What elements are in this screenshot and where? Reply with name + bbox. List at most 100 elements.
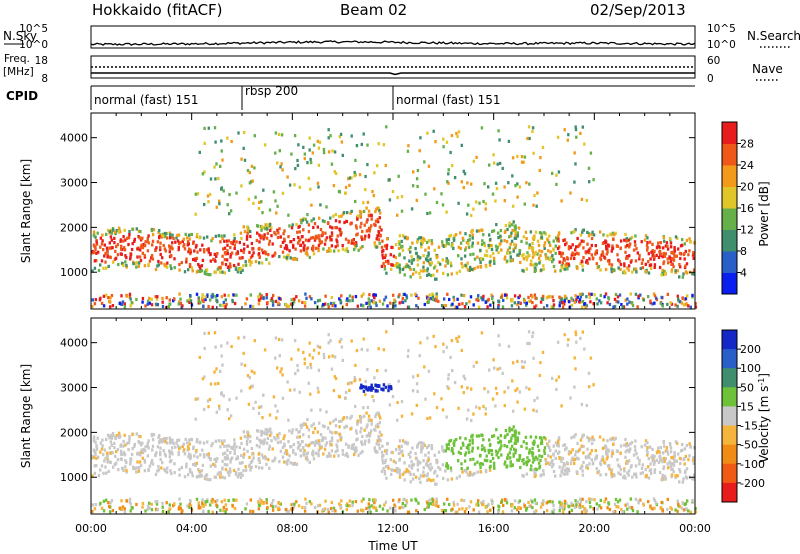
power-cell	[207, 247, 210, 251]
power-cell	[100, 259, 104, 263]
velocity-cell	[446, 497, 449, 501]
velocity-cell	[477, 434, 481, 438]
power-cell	[270, 226, 273, 230]
power-cell	[125, 294, 129, 298]
power-cell	[401, 234, 405, 238]
velocity-cell	[143, 449, 147, 453]
power-cell	[519, 260, 522, 265]
velocity-cell	[159, 453, 162, 457]
power-cell	[175, 236, 178, 240]
velocity-cell	[471, 449, 474, 453]
velocity-cell	[141, 441, 144, 445]
power-cell	[240, 184, 243, 188]
power-cell	[265, 257, 268, 261]
power-cell	[416, 263, 420, 267]
power-cell	[457, 130, 461, 134]
velocity-cell	[233, 438, 236, 442]
power-cell	[373, 293, 376, 297]
power-cell	[364, 234, 367, 238]
velocity-cell	[326, 454, 329, 458]
power-cell	[222, 300, 225, 304]
colorbar-swatch	[722, 444, 737, 465]
velocity-cell	[461, 507, 464, 511]
power-cell	[404, 299, 407, 303]
power-cell	[130, 247, 134, 252]
velocity-cell	[380, 450, 384, 454]
power-cell	[155, 297, 159, 301]
power-cell	[544, 254, 548, 258]
velocity-cell	[345, 507, 348, 512]
power-cell	[452, 246, 455, 251]
velocity-cell	[255, 443, 259, 448]
velocity-cell	[511, 502, 514, 507]
power-cell	[429, 297, 432, 301]
velocity-cell	[545, 509, 549, 513]
power-cell	[483, 182, 486, 186]
power-cell	[117, 263, 120, 267]
power-cell	[384, 260, 388, 264]
velocity-cell	[332, 419, 335, 423]
power-cell	[488, 163, 491, 167]
velocity-cell	[538, 373, 541, 378]
velocity-cell	[532, 408, 535, 412]
power-cell	[615, 300, 618, 304]
power-cell	[291, 302, 295, 306]
power-cell	[193, 249, 196, 253]
power-cell	[116, 253, 120, 257]
velocity-cell	[128, 497, 132, 501]
velocity-cell	[330, 506, 333, 511]
velocity-cell	[271, 505, 275, 509]
power-cell	[355, 226, 358, 230]
velocity-cell	[124, 443, 127, 447]
velocity-cell	[200, 474, 203, 478]
power-cell	[653, 265, 656, 269]
velocity-cell	[216, 472, 219, 476]
velocity-cell	[609, 437, 612, 441]
velocity-cell	[514, 438, 517, 442]
velocity-cell	[177, 451, 180, 455]
velocity-cell	[617, 471, 620, 475]
velocity-cell	[555, 387, 558, 391]
power-cell	[676, 269, 679, 273]
velocity-cell	[692, 473, 696, 477]
power-cell	[475, 229, 479, 233]
velocity-cell	[409, 472, 412, 476]
power-cell	[91, 298, 94, 302]
velocity-cell	[433, 453, 436, 457]
power-data	[91, 125, 698, 309]
power-cell	[364, 174, 367, 179]
power-cell	[613, 297, 617, 301]
power-cell	[274, 131, 278, 135]
power-cell	[93, 302, 97, 306]
power-cell	[358, 173, 362, 177]
velocity-cell	[591, 435, 594, 439]
velocity-cell	[108, 435, 112, 439]
velocity-cell	[389, 506, 392, 510]
power-cell	[599, 258, 603, 262]
power-cell	[422, 261, 425, 265]
power-cell	[375, 303, 378, 307]
velocity-cell	[336, 449, 339, 453]
power-cell	[464, 232, 467, 236]
power-cell	[652, 257, 656, 261]
power-cell	[417, 296, 420, 300]
velocity-cell	[383, 469, 386, 474]
velocity-cell	[251, 452, 254, 456]
velocity-cell	[657, 446, 660, 450]
power-cell	[666, 244, 669, 248]
velocity-cell	[462, 391, 465, 395]
power-cell	[682, 272, 685, 276]
power-cell	[206, 235, 209, 239]
velocity-cell	[535, 509, 538, 513]
power-cell	[141, 246, 145, 250]
velocity-cell	[170, 450, 173, 454]
velocity-cell	[624, 503, 627, 507]
power-cell	[390, 245, 393, 249]
power-cell	[379, 211, 382, 215]
power-cell	[378, 241, 381, 245]
power-cell	[118, 301, 121, 305]
velocity-cell	[668, 460, 671, 464]
velocity-cell	[246, 436, 249, 440]
power-cell	[419, 275, 422, 279]
velocity-cell	[580, 444, 583, 448]
